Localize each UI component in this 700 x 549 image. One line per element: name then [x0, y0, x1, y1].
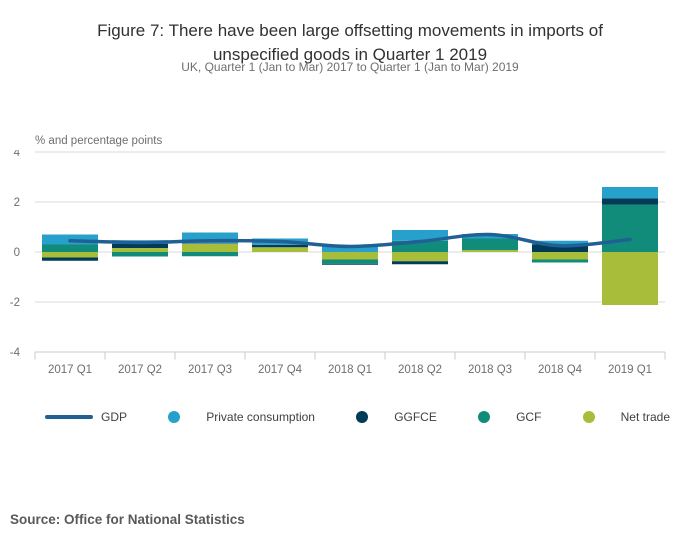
private-consumption-dot-swatch	[168, 411, 181, 423]
source-text: Source: Office for National Statistics	[10, 512, 245, 527]
bar-segment-ggfce	[42, 257, 98, 261]
bar-segment-gcf	[462, 238, 518, 250]
legend-item-ggfce: GGFCE	[356, 410, 437, 424]
legend-label-private-consumption: Private consumption	[206, 410, 315, 424]
bar-segment-ggfce	[392, 261, 448, 265]
bar-segment-ggfce	[602, 198, 658, 205]
gdp-line-swatch	[45, 415, 93, 419]
legend-label-net-trade: Net trade	[620, 410, 670, 424]
x-tick-label: 2018 Q1	[328, 364, 372, 376]
bar-segment-gcf	[112, 252, 168, 257]
bar-segment-gcf	[392, 240, 448, 252]
bar-segment-net_trade	[182, 243, 238, 252]
x-tick-label: 2018 Q4	[538, 364, 583, 376]
x-tick-label: 2017 Q3	[188, 364, 232, 376]
gdp-line	[68, 232, 632, 249]
bar-segment-private_consumption	[532, 240, 588, 245]
x-tick-label: 2017 Q2	[118, 364, 162, 376]
bar-segment-net_trade	[252, 247, 308, 252]
legend-item-gdp: GDP	[45, 410, 127, 424]
bar-segment-gcf	[532, 259, 588, 263]
y-tick-label: -2	[10, 297, 20, 309]
bar-segment-net_trade	[532, 252, 588, 260]
bar-segment-net_trade	[462, 250, 518, 252]
bar-segment-private_consumption	[392, 230, 448, 241]
net-trade-dot-swatch	[582, 411, 595, 423]
legend-item-net-trade: Net trade	[582, 410, 670, 424]
legend-label-ggfce: GGFCE	[394, 410, 437, 424]
bar-segment-private_consumption	[322, 245, 378, 252]
x-tick-label: 2019 Q1	[608, 364, 652, 376]
bar-segment-ggfce	[322, 263, 378, 265]
x-tick-label: 2018 Q2	[398, 364, 442, 376]
ggfce-dot-swatch	[356, 411, 369, 423]
y-axis-unit-label: % and percentage points	[35, 135, 163, 147]
figure-title: Figure 7: There have been large offsetti…	[97, 21, 603, 65]
bar-segment-gcf	[42, 244, 98, 252]
bar-segment-net_trade	[392, 252, 448, 262]
bar-segment-ggfce	[182, 243, 238, 244]
y-tick-label: 4	[14, 150, 21, 159]
y-tick-label: 2	[14, 197, 20, 209]
bar-segment-ggfce	[252, 244, 308, 248]
bar-segment-gcf	[602, 204, 658, 252]
y-tick-label: 0	[14, 247, 20, 259]
bar-segment-net_trade	[602, 252, 658, 305]
bar-segment-private_consumption	[182, 232, 238, 244]
bar-segment-ggfce	[532, 244, 588, 252]
x-tick-label: 2017 Q4	[258, 364, 303, 376]
legend-label-gcf: GCF	[516, 410, 542, 424]
legend-label-gdp: GDP	[101, 410, 128, 424]
bar-segment-net_trade	[322, 252, 378, 260]
gcf-dot-swatch	[478, 411, 491, 423]
chart-legend: GDP Private consumption GGFCE GCF Net tr…	[45, 405, 670, 429]
legend-item-gcf: GCF	[478, 410, 541, 424]
legend-item-private-consumption: Private consumption	[168, 410, 315, 424]
y-tick-label: -4	[10, 347, 21, 359]
chart-plot: 4 2 0 -2 -4 2017 Q1 2017 Q2 2017 Q3 2017 Q4 2018 …	[10, 147, 666, 376]
bar-segment-net_trade	[112, 248, 168, 252]
bar-segment-private_consumption	[602, 187, 658, 199]
bar-segment-gcf	[322, 259, 378, 264]
x-tick-label: 2017 Q1	[48, 364, 92, 376]
x-tick-label: 2018 Q3	[468, 364, 512, 376]
chart-area: 4 2 0 -2 -4 2017 Q1 2017 Q2 2017 Q3 2017 Q4 2018 …	[0, 147, 700, 390]
bar-segment-gcf	[182, 252, 238, 257]
bar-segment-net_trade	[42, 252, 98, 258]
bar-segment-ggfce	[112, 244, 168, 248]
figure-subtitle: UK, Quarter 1 (Jan to Mar) 2017 to Quart…	[181, 60, 519, 74]
